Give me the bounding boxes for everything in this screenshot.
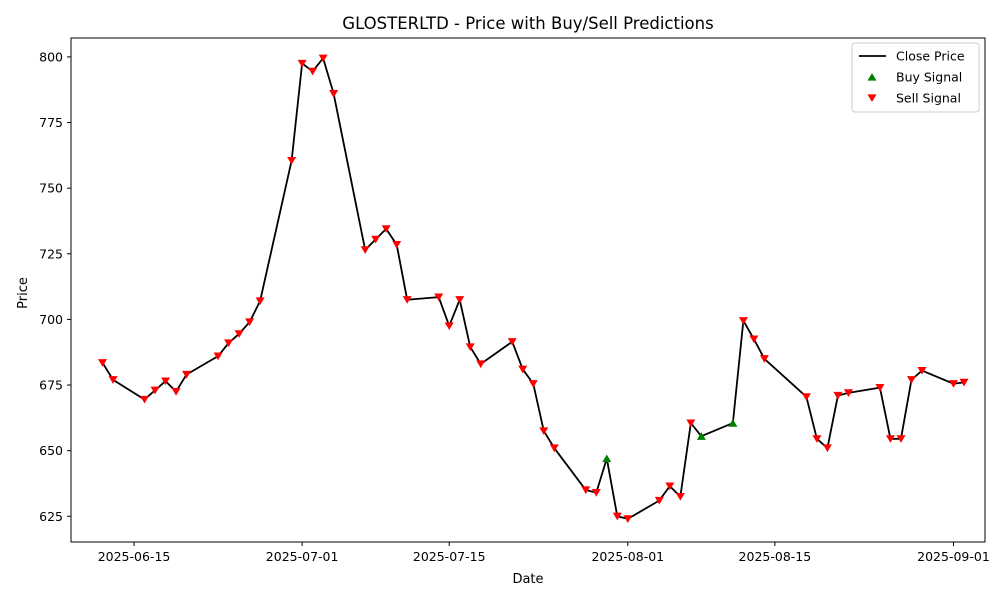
legend-swatch-sell-signal bbox=[867, 94, 877, 103]
sell-signal-marker bbox=[318, 54, 328, 63]
sell-signal-marker bbox=[434, 293, 444, 302]
sell-signal-marker bbox=[528, 380, 538, 388]
sell-signal-marker bbox=[171, 387, 181, 396]
sell-signal-marker bbox=[822, 444, 832, 453]
sell-signal-marker bbox=[686, 419, 696, 428]
y-tick-label: 625 bbox=[39, 509, 63, 524]
legend-box bbox=[851, 42, 980, 113]
chart-title: GLOSTERLTD - Price with Buy/Sell Predict… bbox=[342, 14, 713, 33]
sell-signal-marker bbox=[245, 318, 255, 327]
sell-signal-marker bbox=[665, 482, 675, 491]
legend-label: Sell Signal bbox=[896, 91, 961, 106]
axes-frame bbox=[70, 37, 986, 543]
sell-signal-marker bbox=[906, 376, 916, 384]
sell-signal-marker bbox=[465, 343, 475, 352]
sell-signal-marker bbox=[801, 393, 811, 401]
sell-signal-marker bbox=[843, 389, 853, 397]
sell-signal-marker bbox=[959, 378, 969, 387]
plot-area: 2025-06-15 2025-07-01 2025-07-15 2025-08-01… bbox=[39, 37, 990, 564]
sell-signal-marker bbox=[875, 384, 885, 392]
sell-signal-marker bbox=[507, 338, 517, 346]
y-axis-label: Price bbox=[16, 277, 31, 309]
y-tick-label: 675 bbox=[39, 378, 63, 393]
sell-signal-marker bbox=[402, 296, 412, 304]
sell-signal-marker bbox=[234, 330, 244, 338]
sell-signal-marker bbox=[812, 435, 822, 443]
sell-signal-marker bbox=[896, 435, 906, 443]
legend: Close Price Buy Signal Sell Signal bbox=[851, 42, 980, 113]
buy-signal-marker bbox=[602, 454, 612, 463]
sell-signal-marker bbox=[455, 296, 465, 304]
sell-signal-marker bbox=[591, 489, 601, 497]
close-price-line bbox=[101, 57, 965, 520]
sell-signal-marker bbox=[444, 322, 454, 331]
sell-signal-marker bbox=[518, 365, 528, 374]
sell-signal-marker bbox=[255, 297, 265, 306]
sell-signal-marker bbox=[675, 492, 685, 501]
sell-signal-marker bbox=[581, 486, 591, 495]
sell-signal-marker bbox=[948, 380, 958, 388]
sell-signal-marker bbox=[360, 246, 370, 254]
y-tick-label: 725 bbox=[39, 246, 63, 261]
sell-signal-marker bbox=[738, 317, 748, 325]
sell-signal-marker bbox=[749, 335, 759, 344]
sell-signal-marker bbox=[885, 435, 895, 443]
y-tick-label: 750 bbox=[39, 181, 63, 196]
sell-signal-marker bbox=[308, 67, 318, 76]
sell-signal-marker bbox=[297, 59, 307, 68]
sell-signal-marker bbox=[833, 391, 843, 400]
x-axis-label: Date bbox=[512, 572, 543, 587]
y-tick-label: 650 bbox=[39, 443, 63, 458]
x-tick-label: 2025-08-01 bbox=[591, 549, 664, 564]
sell-signal-marker bbox=[140, 395, 150, 404]
y-tick-label: 775 bbox=[39, 115, 63, 130]
legend-label: Buy Signal bbox=[896, 70, 962, 85]
sell-signal-marker bbox=[654, 496, 664, 505]
sell-signal-marker bbox=[381, 225, 391, 233]
sell-signal-marker bbox=[287, 156, 297, 165]
buy-signal-marker bbox=[728, 419, 738, 427]
sell-signal-marker bbox=[150, 386, 160, 395]
x-tick-label: 2025-07-01 bbox=[266, 549, 339, 564]
sell-signal-marker bbox=[917, 366, 927, 375]
sell-signal-marker bbox=[213, 352, 223, 361]
sell-signal-marker bbox=[371, 235, 381, 244]
x-tick-label: 2025-09-01 bbox=[917, 549, 990, 564]
x-tick-label: 2025-08-15 bbox=[739, 549, 812, 564]
legend-swatch-buy-signal bbox=[867, 72, 877, 81]
sell-signal-marker bbox=[392, 240, 402, 249]
sell-signal-marker bbox=[161, 377, 171, 386]
sell-signal-marker bbox=[329, 90, 339, 98]
sell-signal-marker bbox=[623, 515, 633, 523]
sell-signal-marker bbox=[182, 370, 192, 379]
x-tick-label: 2025-07-15 bbox=[413, 549, 486, 564]
legend-label: Close Price bbox=[896, 49, 965, 64]
sell-signal-marker bbox=[108, 376, 118, 384]
sell-signal-marker bbox=[224, 339, 234, 348]
y-tick-label: 800 bbox=[39, 49, 63, 64]
sell-signal-marker bbox=[476, 360, 486, 369]
buy-signal-marker bbox=[696, 432, 706, 440]
sell-signal-marker bbox=[759, 355, 769, 363]
x-tick-label: 2025-06-15 bbox=[98, 549, 171, 564]
sell-signal-marker bbox=[539, 427, 549, 436]
sell-signal-marker bbox=[612, 512, 622, 521]
y-tick-label: 700 bbox=[39, 312, 63, 327]
sell-signal-marker bbox=[98, 359, 108, 367]
sell-signal-marker bbox=[549, 444, 559, 453]
